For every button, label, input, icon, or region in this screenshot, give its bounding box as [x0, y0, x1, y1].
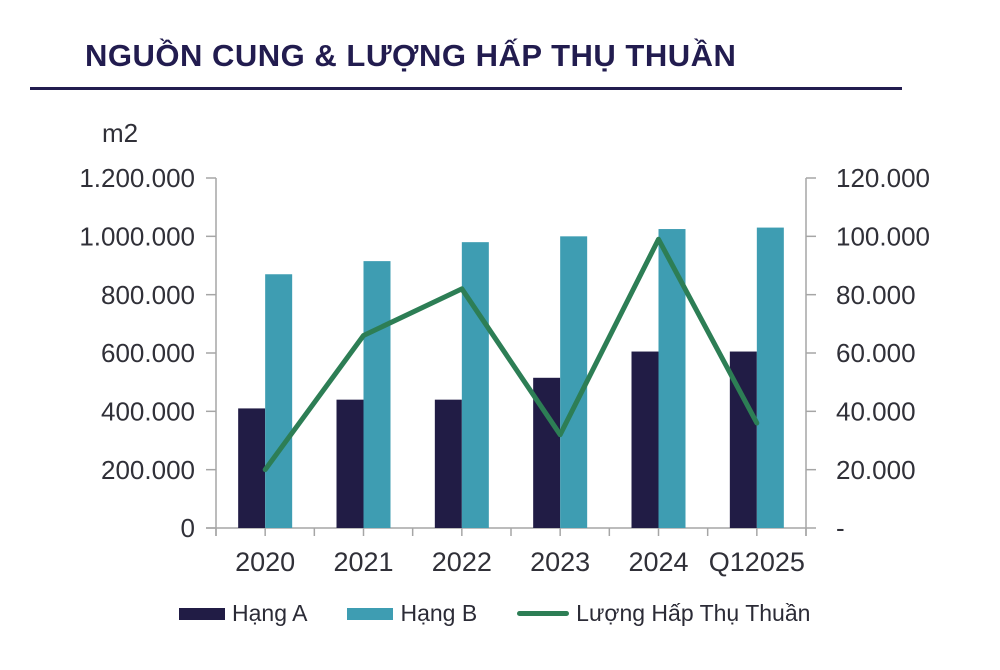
x-axis-label: 2020 [235, 547, 295, 577]
bar [363, 261, 391, 528]
left-axis-tick-label: 0 [181, 513, 195, 543]
bar [265, 274, 293, 528]
left-axis-tick-label: 800.000 [101, 280, 195, 310]
legend-item-hang-b: Hạng B [347, 600, 477, 627]
x-axis-label: 2022 [432, 547, 492, 577]
chart-title: NGUỒN CUNG & LƯỢNG HẤP THỤ THUẦN [85, 38, 737, 73]
right-axis-tick-label: 120.000 [836, 163, 930, 193]
bar [238, 408, 266, 528]
right-axis-tick-label: 40.000 [836, 396, 916, 426]
left-axis-unit-label: m2 [102, 118, 139, 148]
legend-item-hang-a: Hạng A [179, 600, 307, 627]
bar [461, 242, 489, 528]
x-axis-label: 2021 [333, 547, 393, 577]
bar [631, 351, 659, 528]
legend-swatch-hang-a [179, 607, 225, 620]
legend-label-net-absorption: Lượng Hấp Thụ Thuần [576, 600, 811, 626]
right-axis-tick-label: 80.000 [836, 280, 916, 310]
chart-legend: Hạng A Hạng B Lượng Hấp Thụ Thuần [179, 600, 810, 627]
right-axis-tick-label: 20.000 [836, 455, 916, 485]
left-axis-tick-label: 200.000 [101, 455, 195, 485]
right-axis-tick-label: - [836, 513, 845, 543]
bar [434, 399, 462, 528]
x-axis-label: 2024 [628, 547, 688, 577]
legend-swatch-net-absorption-line [517, 611, 570, 616]
bar [560, 236, 588, 529]
x-axis-label: 2023 [530, 547, 590, 577]
left-axis-tick-label: 1.200.000 [79, 163, 195, 193]
legend-item-net-absorption: Lượng Hấp Thụ Thuần [517, 600, 810, 627]
legend-swatch-hang-b [347, 607, 394, 620]
right-axis-tick-label: 60.000 [836, 338, 916, 368]
left-axis-tick-label: 600.000 [101, 338, 195, 368]
right-axis-tick-label: 100.000 [836, 221, 930, 251]
legend-label-hang-b: Hạng B [400, 600, 478, 626]
net-absorption-line [262, 236, 760, 473]
bar [336, 399, 364, 528]
title-underline [30, 87, 902, 90]
x-axis-label: Q12025 [709, 547, 805, 577]
left-axis-tick-label: 1.000.000 [79, 221, 195, 251]
bar [658, 229, 686, 528]
left-axis-tick-label: 400.000 [101, 396, 195, 426]
legend-label-hang-a: Hạng A [232, 600, 308, 626]
bar [756, 227, 784, 529]
